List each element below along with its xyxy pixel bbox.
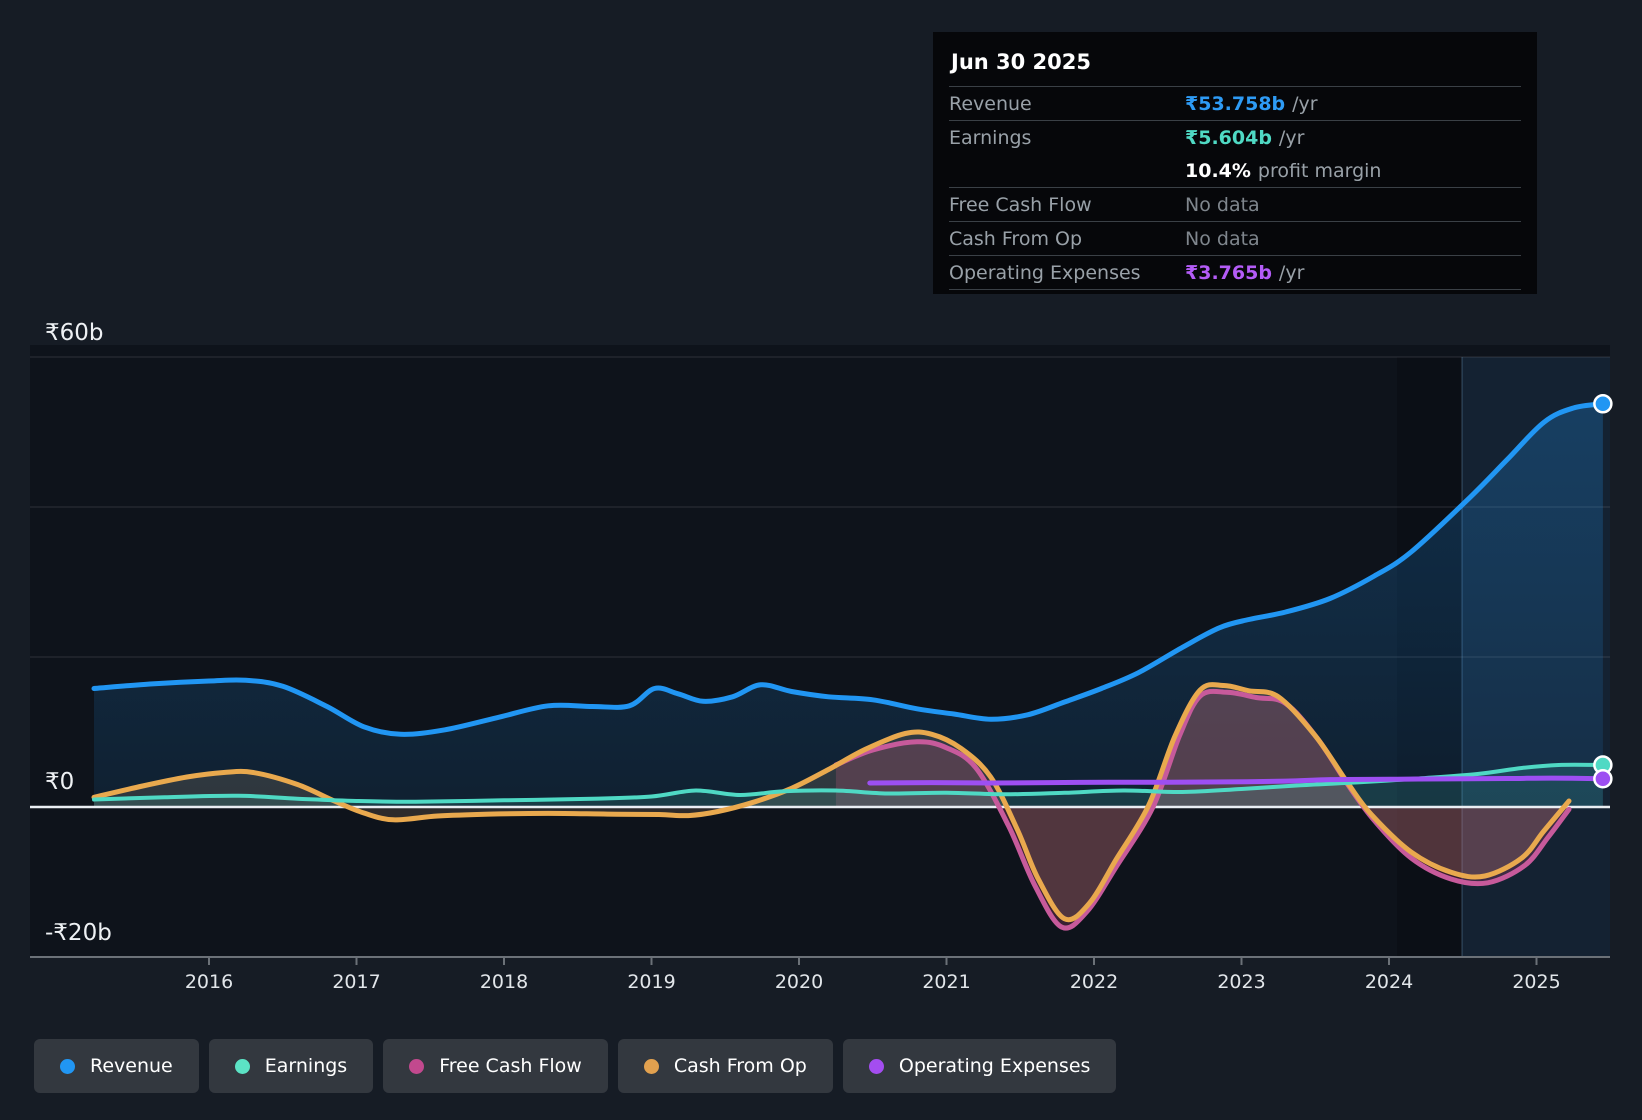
chart-tooltip: Jun 30 2025 Revenue ₹53.758b /yr Earning… [933, 32, 1537, 294]
divider [949, 221, 1521, 222]
x-axis-label-2023: 2023 [1217, 971, 1266, 993]
tooltip-row-value: 10.4% [1185, 159, 1251, 182]
cash-from-op-dot-icon [643, 1058, 659, 1074]
tooltip-row-value: ₹53.758b [1185, 92, 1286, 115]
chart-legend: Revenue Earnings Free Cash Flow Cash Fro… [34, 1039, 1117, 1093]
revenue-dot-icon [60, 1058, 75, 1074]
divider [949, 187, 1521, 188]
x-axis-label-2020: 2020 [774, 971, 824, 993]
x-axis-label-2016: 2016 [184, 971, 234, 993]
y-axis-label-neg20b: -₹20b [45, 920, 112, 946]
x-axis-label-2019: 2019 [627, 971, 676, 993]
legend-item-cash-from-op[interactable]: Cash From Op [617, 1039, 833, 1093]
legend-label: Operating Expenses [898, 1055, 1091, 1077]
tooltip-row-value: No data [1185, 193, 1260, 216]
divider [949, 86, 1521, 87]
operating_expenses-end-marker [1593, 768, 1613, 789]
tooltip-row-label: Earnings [949, 126, 1032, 149]
tooltip-row-value: ₹3.765b [1185, 261, 1272, 284]
earnings-dot-icon [234, 1058, 250, 1074]
legend-label: Earnings [264, 1055, 348, 1077]
tooltip-date: Jun 30 2025 [951, 50, 1092, 74]
tooltip-row-value: No data [1185, 227, 1260, 250]
x-axis-label-2017: 2017 [332, 971, 381, 993]
operating-expenses-dot-icon [868, 1058, 884, 1074]
tooltip-row-label: Free Cash Flow [949, 193, 1092, 216]
x-axis-label-2025: 2025 [1512, 971, 1561, 993]
legend-item-revenue[interactable]: Revenue [34, 1039, 199, 1093]
y-axis-label-60b: ₹60b [45, 320, 104, 346]
tooltip-row-revenue: Revenue ₹53.758b /yr [949, 87, 1521, 120]
tooltip-row-label: Operating Expenses [949, 261, 1141, 284]
tooltip-row-suffix: /yr [1278, 261, 1305, 284]
revenue-end-marker [1593, 394, 1613, 414]
tooltip-row-value: ₹5.604b [1185, 126, 1272, 149]
free-cash-flow-dot-icon [409, 1058, 425, 1074]
legend-item-earnings[interactable]: Earnings [208, 1039, 374, 1093]
tooltip-row-profit-margin: 10.4% profit margin [949, 154, 1521, 187]
divider [949, 289, 1521, 290]
y-axis-label-zero: ₹0 [45, 769, 75, 795]
x-axis-label-2022: 2022 [1069, 971, 1119, 993]
operating_expenses-line [867, 775, 1606, 786]
x-axis-label-2018: 2018 [479, 971, 529, 993]
earnings-area [94, 764, 1603, 807]
tooltip-row-label: Revenue [949, 92, 1032, 115]
divider [949, 120, 1521, 121]
tooltip-row-operating-expenses: Operating Expenses ₹3.765b /yr [949, 256, 1521, 289]
tooltip-row-suffix: profit margin [1257, 159, 1382, 182]
tooltip-row-cash-from-op: Cash From Op No data [949, 222, 1521, 255]
free_cash_flow-area [835, 691, 1569, 929]
legend-label: Cash From Op [673, 1055, 807, 1077]
x-axis-label-2024: 2024 [1364, 971, 1414, 993]
legend-label: Free Cash Flow [439, 1055, 582, 1077]
revenue-line [91, 401, 1606, 737]
legend-item-free-cash-flow[interactable]: Free Cash Flow [383, 1039, 608, 1093]
legend-label: Revenue [90, 1055, 173, 1077]
revenue-area [94, 403, 1603, 807]
tooltip-row-free-cash-flow: Free Cash Flow No data [949, 188, 1521, 221]
cash_from_op-area [94, 684, 1569, 920]
tooltip-row-label: Cash From Op [949, 227, 1083, 250]
divider [949, 255, 1521, 256]
tooltip-row-earnings: Earnings ₹5.604b /yr [949, 121, 1521, 154]
legend-item-operating-expenses[interactable]: Operating Expenses [842, 1039, 1117, 1093]
tooltip-row-suffix: /yr [1292, 92, 1318, 115]
x-axis-label-2021: 2021 [922, 971, 971, 993]
free_cash_flow-line [833, 688, 1572, 931]
tooltip-row-suffix: /yr [1278, 126, 1305, 149]
